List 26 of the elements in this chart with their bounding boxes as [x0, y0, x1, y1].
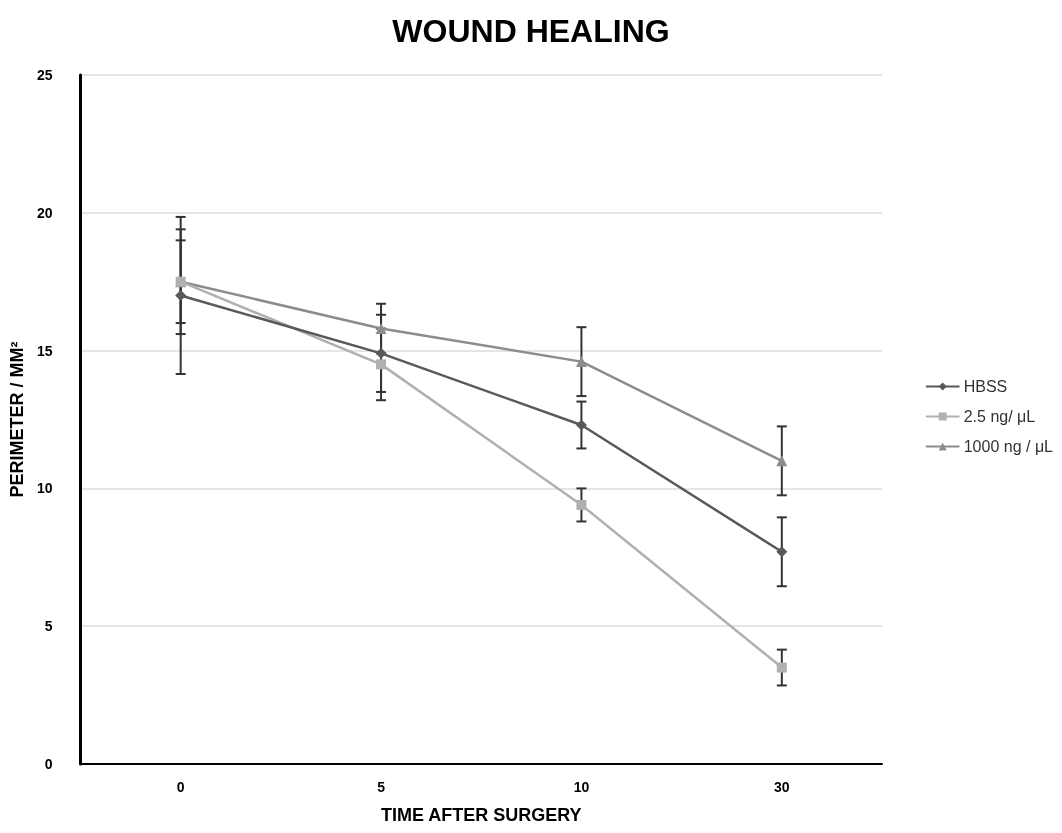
- legend-label: 1000 ng / μL: [963, 438, 1054, 455]
- point: [576, 499, 587, 510]
- chart-title: WOUND HEALING: [392, 13, 670, 49]
- point: [776, 455, 788, 467]
- point: [776, 662, 787, 673]
- point: [375, 347, 387, 359]
- x-tick-label: 10: [573, 779, 590, 795]
- point: [776, 546, 788, 558]
- x-tick-label: 5: [377, 779, 386, 795]
- y-tick-label: 5: [44, 618, 53, 635]
- point: [375, 323, 387, 335]
- point: [575, 419, 587, 431]
- legend-label: HBSS: [963, 378, 1008, 395]
- y-tick-label: 10: [36, 480, 53, 497]
- point: [376, 359, 387, 370]
- x-tick-label: 0: [176, 779, 185, 795]
- x-axis-title: TIME AFTER SURGERY: [380, 805, 582, 825]
- y-axis-title: PERIMETER / MM²: [7, 341, 27, 498]
- y-tick-label: 20: [36, 204, 53, 221]
- y-tick-label: 25: [36, 67, 53, 83]
- x-tick-label: 30: [774, 779, 790, 795]
- legend-label: 2.5 ng/ μL: [963, 408, 1036, 425]
- y-tick-label: 0: [44, 756, 53, 772]
- point: [575, 356, 587, 368]
- y-tick-label: 15: [36, 342, 53, 359]
- point: [175, 289, 187, 301]
